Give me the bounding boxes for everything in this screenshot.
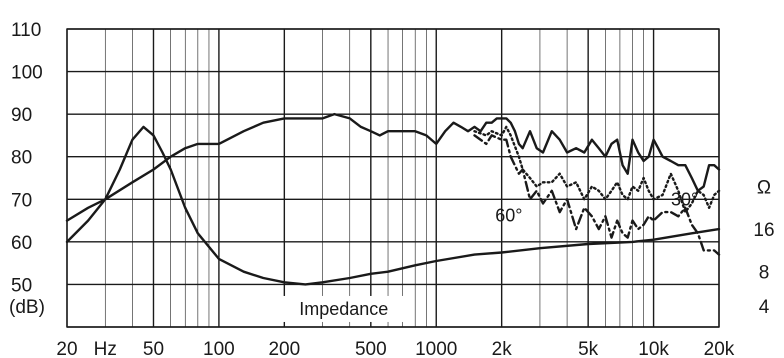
y-unit-label: (dB) (9, 297, 45, 318)
series-line-on-axis (67, 114, 719, 221)
x-tick-label: 20 (56, 339, 77, 358)
annotation-label: Impedance (299, 299, 388, 319)
impedance-axis-label: 4 (759, 297, 770, 318)
x-tick-label: Hz (94, 339, 117, 358)
x-tick-label: 50 (143, 339, 164, 358)
annotation-label: 30° (671, 189, 698, 209)
x-tick-label: 10k (638, 339, 669, 358)
y-tick-label: 50 (11, 275, 32, 296)
y-tick-label: 80 (11, 148, 32, 169)
y-tick-label: 60 (11, 233, 32, 254)
grid (67, 29, 719, 327)
series-line-impedance (67, 127, 719, 285)
x-tick-label: 1000 (415, 339, 457, 358)
impedance-axis-label: 8 (759, 262, 770, 283)
plot-frame (67, 29, 719, 327)
y-tick-label: 90 (11, 105, 32, 126)
impedance-axis-label: Ω (757, 177, 771, 198)
x-tick-label: 200 (268, 339, 300, 358)
impedance-axis-label: 16 (753, 220, 774, 241)
x-tick-label: 20k (704, 339, 735, 358)
x-tick-label: 100 (203, 339, 235, 358)
annotation-label: 60° (495, 205, 522, 225)
y-tick-label: 100 (11, 63, 43, 84)
y-tick-label: 110 (11, 20, 41, 41)
x-tick-label: 2k (492, 339, 513, 358)
x-tick-label: 5k (578, 339, 599, 358)
x-tick-label: 500 (355, 339, 387, 358)
y-tick-label: 70 (11, 190, 32, 211)
